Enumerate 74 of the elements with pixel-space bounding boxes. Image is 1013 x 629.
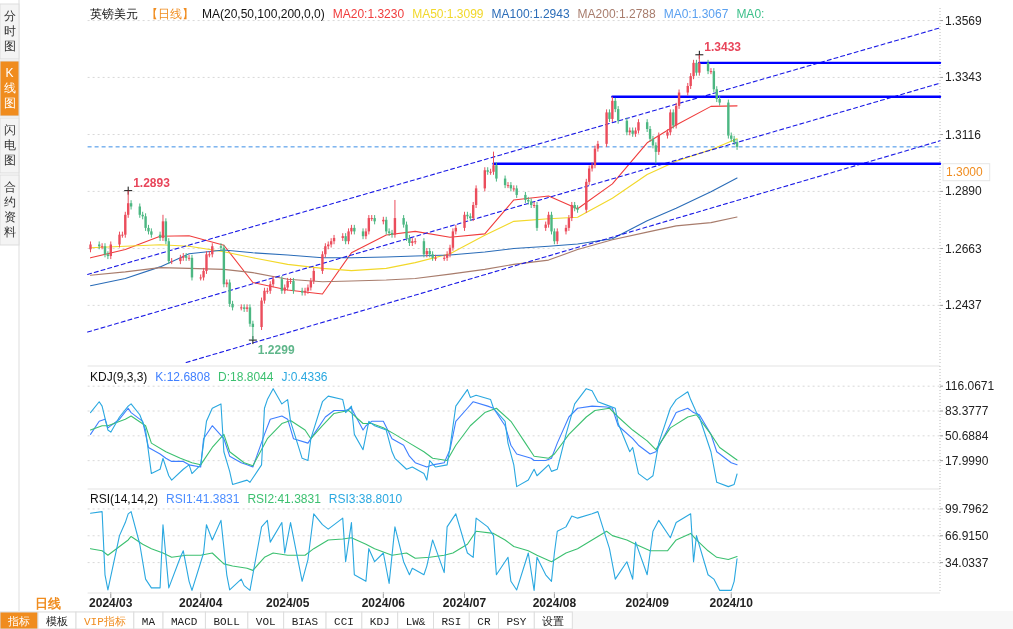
- annotation: 1.2299: [257, 343, 295, 358]
- text: VIP指标: [84, 616, 126, 628]
- candlestick: [709, 67, 713, 75]
- text: 合约资料: [3, 180, 16, 239]
- y-tick-label: 1.2663: [945, 241, 983, 256]
- x-tick-label: 2024/06: [361, 596, 406, 610]
- candlestick: [669, 108, 672, 136]
- text: MA: [141, 616, 156, 628]
- y-tick-label: 17.9990: [945, 453, 989, 468]
- y-tick-label: 116.0671: [945, 379, 995, 394]
- candlestick: [495, 161, 498, 183]
- x-tick-label: 2024/05: [265, 596, 310, 610]
- x-tick-label: 2024/07: [442, 596, 487, 610]
- text: 闪电图: [3, 123, 16, 167]
- text: PSY: [506, 616, 527, 628]
- text: 分时图: [3, 9, 16, 53]
- text: MA50:1.3099: [412, 7, 484, 21]
- annotation: MA0:1.3067: [663, 7, 729, 21]
- annotation: 1.3000: [946, 164, 984, 179]
- text: D:18.8044: [218, 370, 274, 384]
- text: K:12.6808: [155, 370, 211, 384]
- y-tick-label: 34.0337: [945, 555, 989, 570]
- x-tick-label: 2024/10: [709, 596, 754, 610]
- y-tick-label: 1.2890: [945, 184, 983, 199]
- y-tick-label: 1.2437: [945, 298, 983, 313]
- text: VOL: [255, 616, 276, 628]
- text: BOLL: [213, 616, 240, 628]
- text: MACD: [171, 616, 198, 628]
- chart-title: RSI(14,14,2): [90, 492, 159, 506]
- text: 日线: [35, 596, 61, 611]
- y-tick-label: 50.6884: [945, 428, 989, 443]
- text: 模板: [46, 616, 68, 628]
- note: 1.2893: [123, 175, 170, 196]
- chart-title: 英镑美元: [90, 7, 138, 21]
- text: RSI2:41.3831: [247, 492, 322, 506]
- x-tick-label: 2024/08: [532, 596, 577, 610]
- text: RSI: [441, 616, 462, 628]
- text: 设置: [542, 616, 565, 628]
- candlestick: [506, 181, 510, 189]
- y-tick-label: 1.3343: [945, 70, 983, 85]
- note: 1.3433: [694, 39, 742, 60]
- x-tick-label: 2024/09: [625, 596, 670, 610]
- text: MA200:1.2788: [577, 7, 656, 21]
- legend-label: RSI1:41.3831: [166, 492, 240, 506]
- x-tick-label: 2024/04: [178, 596, 223, 610]
- text: KDJ: [369, 616, 390, 628]
- y-tick-label: 66.9150: [945, 528, 989, 543]
- chart-subtitle: 【日线】: [146, 7, 194, 21]
- annotation: MA0:: [736, 7, 765, 21]
- series-label: RSI3:38.8010: [328, 492, 403, 506]
- y-tick-label: 83.3777: [945, 404, 989, 418]
- text: LW&: [405, 616, 426, 628]
- text: 指标: [7, 616, 30, 628]
- series-label: J:0.4336: [281, 370, 328, 384]
- y-tick-label: 1.3116: [945, 127, 982, 142]
- chart-title: KDJ(9,3,3): [90, 370, 148, 384]
- legend-title: MA(20,50,100,200,0,0): [202, 7, 325, 21]
- annotation: 1.2893: [133, 175, 171, 190]
- y-tick-label: 1.3569: [945, 13, 983, 28]
- candlestick: [390, 229, 394, 239]
- text: MA20:1.3230: [332, 7, 405, 21]
- text: CCI: [334, 616, 354, 628]
- candlestick: [300, 287, 304, 297]
- candlestick: [303, 287, 307, 297]
- y-tick-label: 99.7962: [945, 501, 989, 516]
- text: K线图: [3, 66, 16, 110]
- text: BIAS: [291, 616, 319, 628]
- candlestick: [735, 138, 739, 151]
- text: CR: [477, 616, 491, 628]
- note: 1.2299: [248, 335, 295, 358]
- annotation: 1.3433: [704, 39, 742, 54]
- x-tick-label: 2024/03: [89, 596, 133, 610]
- text: MA100:1.2943: [491, 7, 570, 21]
- candlestick: [361, 227, 365, 240]
